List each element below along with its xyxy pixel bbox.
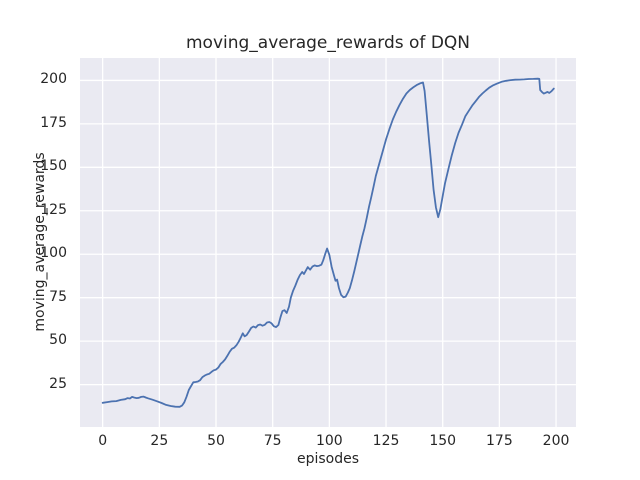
y-tick-label: 175 (40, 114, 67, 131)
line-chart-svg (80, 58, 576, 427)
y-tick-label: 200 (40, 71, 67, 88)
dqn-reward-line (101, 77, 555, 408)
x-tick-label: 125 (372, 433, 400, 449)
y-tick-label: 50 (49, 332, 67, 349)
x-axis-label: episodes (296, 451, 360, 467)
x-tick-label: 25 (150, 433, 169, 449)
x-tick-label: 75 (263, 433, 282, 449)
x-tick-label: 200 (542, 433, 570, 449)
y-tick-label: 75 (49, 288, 67, 305)
y-tick-label: 25 (49, 375, 67, 392)
y-tick-label: 150 (40, 158, 67, 175)
x-tick-label: 150 (429, 433, 457, 449)
x-tick-label: 175 (486, 433, 513, 449)
plot-area (80, 58, 576, 427)
chart-title: moving_average_rewards of DQN (185, 33, 471, 53)
x-tick-label: 50 (207, 433, 225, 449)
y-axis-label-text: moving_average_rewards (32, 152, 48, 332)
x-tick-label: 0 (98, 433, 108, 449)
y-tick-label: 100 (40, 245, 67, 262)
y-tick-label: 125 (40, 201, 67, 218)
x-tick-label: 100 (315, 433, 343, 449)
